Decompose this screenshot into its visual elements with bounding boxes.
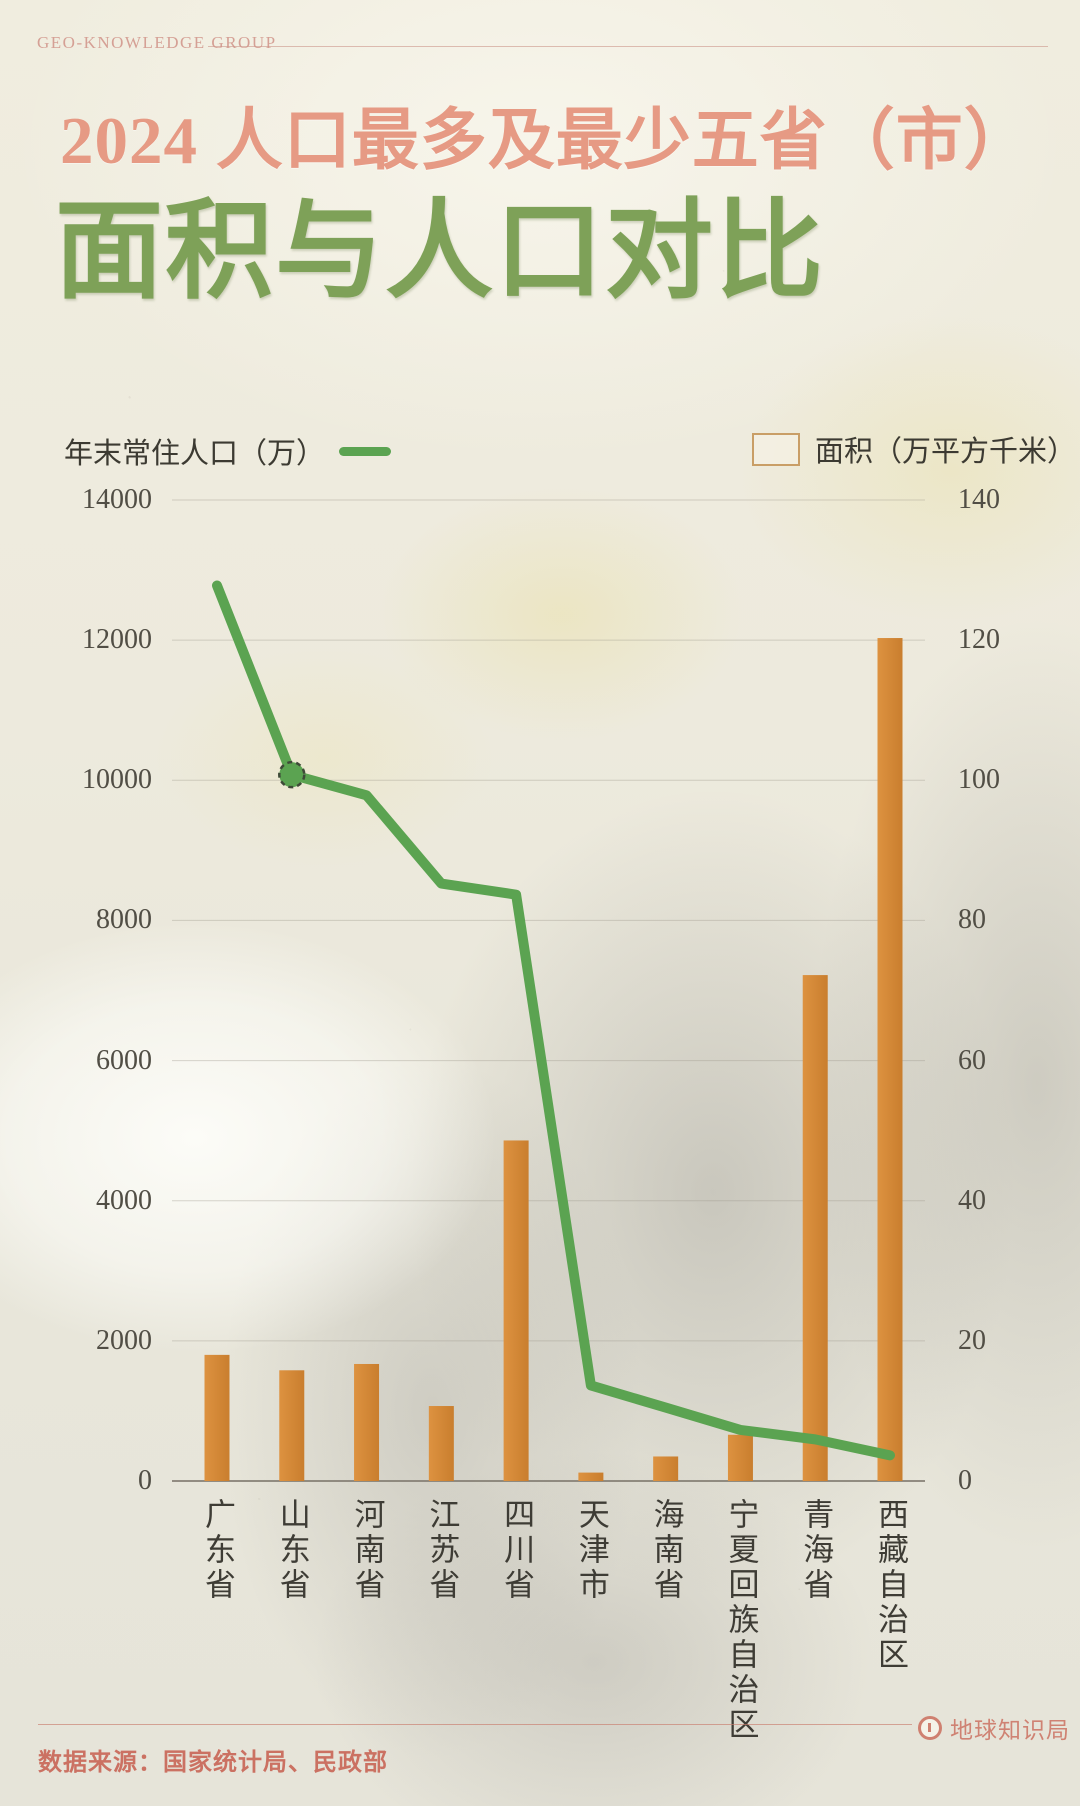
category-label-四川省: 四川省 [499,1498,535,1603]
publisher-logo: 地球知识局 [918,1711,1070,1745]
right-axis-tick-100: 100 [958,764,1000,796]
left-axis-tick-14000: 14000 [82,484,152,515]
bar-天津市 [578,1472,604,1481]
bar-河南省 [354,1363,380,1481]
legend-population: 年末常住人口（万） [64,430,392,472]
legend-area-label: 面积（万平方千米） [815,436,1077,468]
category-label-江苏省: 江苏省 [424,1498,460,1603]
bar-江苏省 [428,1406,454,1481]
globe-logo-icon [918,1716,942,1740]
population-line [212,580,895,1461]
right-axis-tick-140: 140 [958,484,1000,515]
category-label-海南省: 海南省 [648,1498,684,1603]
left-axis-tick-10000: 10000 [82,764,152,796]
category-label-广东省: 广东省 [200,1498,235,1603]
legend-area: 面积（万平方千米） [752,428,1076,470]
legend-population-label: 年末常住人口（万） [64,438,326,470]
right-axis-tick-80: 80 [958,904,986,936]
bar-宁夏回族自治区 [727,1434,753,1481]
line-marker-山东省 [278,760,306,789]
left-axis-tick-4000: 4000 [96,1184,152,1216]
left-axis-tick-0: 0 [138,1465,152,1496]
title-line-1: 2024 人口最多及最少五省（市） [60,104,1032,178]
right-axis-tick-40: 40 [958,1184,986,1216]
category-label-宁夏回族自治区: 宁夏回族自治区 [723,1498,759,1743]
category-label-青海省: 青海省 [798,1498,834,1603]
data-source-note: 数据来源：国家统计局、民政部 [38,1750,388,1776]
right-axis-tick-0: 0 [958,1465,972,1496]
footer-divider-line [38,1724,912,1725]
category-label-西藏自治区: 西藏自治区 [873,1498,908,1673]
line-legend-swatch [339,446,392,456]
left-axis-tick-6000: 6000 [96,1044,152,1076]
right-axis-tick-60: 60 [958,1044,986,1076]
bar-青海省 [802,975,828,1481]
bar-legend-swatch [752,432,800,466]
title-line-2: 面积与人口对比 [55,193,826,312]
left-axis-tick-2000: 2000 [96,1324,152,1356]
publisher-name: 地球知识局 [950,1718,1070,1743]
category-label-河南省: 河南省 [349,1498,385,1603]
category-label-山东省: 山东省 [274,1498,310,1603]
bar-广东省 [204,1354,230,1481]
left-axis-tick-12000: 12000 [82,624,152,656]
bar-四川省 [503,1140,529,1481]
right-axis-tick-20: 20 [958,1324,986,1356]
bar-西藏自治区 [877,638,903,1481]
left-axis-tick-8000: 8000 [96,904,152,936]
bar-山东省 [279,1370,305,1481]
category-label-天津市: 天津市 [573,1498,609,1603]
bar-海南省 [653,1456,679,1481]
brand-divider-line [208,46,1048,47]
right-axis-tick-120: 120 [958,624,1000,656]
brand-text: GEO-KNOWLEDGE GROUP [37,33,277,52]
